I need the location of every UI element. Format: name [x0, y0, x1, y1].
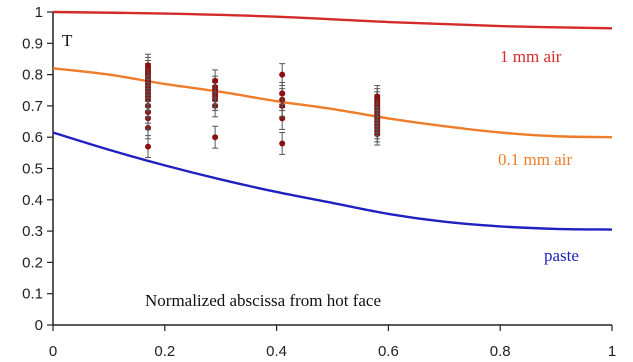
y-tick-label: 0.5 — [22, 161, 43, 178]
y-axis-label: T — [62, 31, 73, 50]
y-tick-label: 1 — [35, 4, 43, 21]
measurement-point — [212, 77, 219, 84]
x-tick-label: 1 — [608, 343, 616, 360]
x-tick-label: 0.2 — [154, 343, 175, 360]
measurement-point — [374, 93, 381, 100]
axes: 0 0.1 0.2 0.3 0.4 0.5 0.6 0.7 0.8 0.9 1 0 0.2 0.4 0.6 0… — [22, 4, 616, 360]
y-tick-label: 0.2 — [22, 254, 43, 271]
y-tick-label: 0.1 — [22, 286, 43, 303]
x-tick-label: 0.6 — [378, 343, 399, 360]
x-axis-label: Normalized abscissa from hot face — [145, 291, 381, 310]
y-tick-label: 0.8 — [22, 67, 43, 84]
series-label-1mm-air: 1 mm air — [500, 47, 562, 66]
measurement-point — [212, 134, 219, 141]
measurement-point — [145, 143, 152, 150]
labels-layer: T Normalized abscissa from hot face 1 mm… — [62, 31, 579, 310]
y-tick-label: 0.4 — [22, 192, 43, 209]
x-tick-label: 0.4 — [266, 343, 287, 360]
series-label-paste: paste — [544, 246, 579, 265]
series-line-paste — [52, 131, 613, 231]
series-line-0-1mm-air — [52, 67, 613, 139]
y-tick-label: 0.7 — [22, 98, 43, 115]
y-tick-label: 0.3 — [22, 223, 43, 240]
measurement-point — [279, 140, 286, 147]
measurement-points — [145, 53, 381, 159]
y-tick-label: 0.9 — [22, 35, 43, 52]
y-tick-label: 0.6 — [22, 129, 43, 146]
measurement-point — [279, 90, 286, 97]
series-layer — [52, 10, 613, 231]
series-line-1mm-air — [52, 10, 613, 30]
measurement-point — [279, 71, 286, 78]
y-tick-label: 0 — [35, 317, 43, 334]
series-label-0-1mm-air: 0.1 mm air — [498, 150, 572, 169]
measurement-point — [145, 62, 152, 69]
x-tick-label: 0.8 — [490, 343, 511, 360]
x-tick-label: 0 — [49, 343, 57, 360]
